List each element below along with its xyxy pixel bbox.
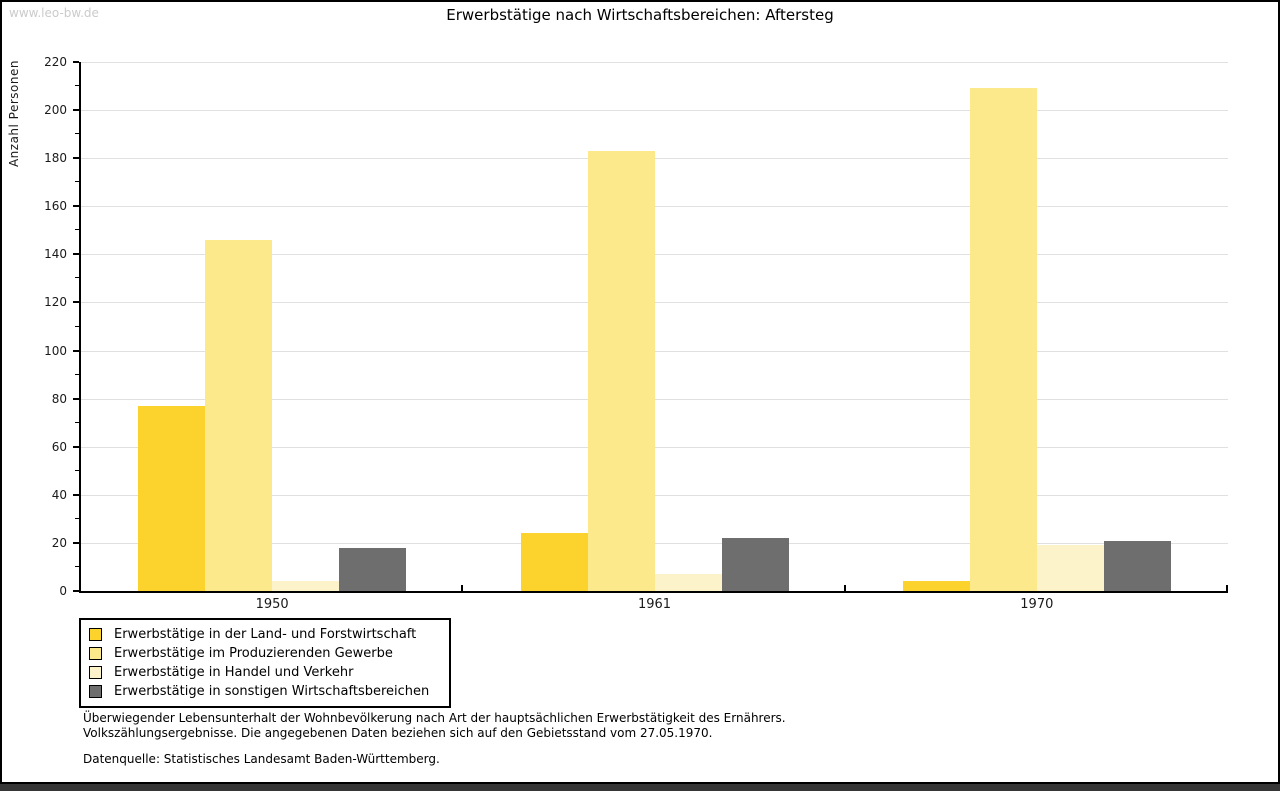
legend-label: Erwerbstätige im Produzierenden Gewerbe bbox=[114, 646, 393, 661]
legend-item: Erwerbstätige in Handel und Verkehr bbox=[89, 663, 441, 682]
bar-1970-s2 bbox=[969, 88, 1037, 591]
y-tick-minor bbox=[75, 325, 79, 327]
y-tick-minor bbox=[75, 85, 79, 87]
y-tick-major bbox=[73, 61, 79, 63]
chart-title: Erwerbstätige nach Wirtschaftsbereichen:… bbox=[446, 6, 834, 24]
y-tick-major bbox=[73, 397, 79, 400]
y-axis-line bbox=[79, 62, 81, 593]
gridline bbox=[81, 398, 1228, 400]
y-tick-major bbox=[73, 301, 79, 304]
bar-1950-s1 bbox=[138, 405, 206, 591]
y-tick-major bbox=[73, 493, 79, 496]
y-tick-minor bbox=[75, 517, 79, 519]
y-tick-minor bbox=[75, 229, 79, 231]
legend-swatch bbox=[89, 685, 102, 698]
y-tick-major bbox=[73, 349, 79, 352]
footnote-line-2: Volkszählungsergebnisse. Die angegebenen… bbox=[83, 726, 713, 740]
y-tick-major bbox=[73, 445, 79, 448]
bar-1970-s4 bbox=[1103, 540, 1171, 591]
x-category-label: 1961 bbox=[637, 597, 672, 612]
y-tick-label: 140 bbox=[44, 247, 67, 262]
y-tick-minor bbox=[75, 277, 79, 279]
y-tick-minor bbox=[75, 373, 79, 375]
x-tick bbox=[1226, 585, 1228, 591]
data-source: Datenquelle: Statistisches Landesamt Bad… bbox=[83, 752, 440, 766]
x-tick bbox=[844, 585, 846, 591]
y-tick-label: 60 bbox=[51, 439, 67, 454]
y-tick-major bbox=[73, 205, 79, 208]
y-tick-label: 40 bbox=[51, 487, 67, 502]
legend-label: Erwerbstätige in sonstigen Wirtschaftsbe… bbox=[114, 684, 430, 699]
y-tick-major bbox=[73, 541, 79, 544]
y-tick-label: 100 bbox=[44, 343, 67, 358]
gridline bbox=[81, 302, 1228, 304]
y-tick-label: 200 bbox=[44, 103, 67, 118]
gridline bbox=[81, 350, 1228, 352]
y-tick-label: 0 bbox=[59, 584, 67, 598]
legend-label: Erwerbstätige in der Land- und Forstwirt… bbox=[114, 627, 417, 642]
bar-1950-s2 bbox=[205, 239, 273, 591]
legend-item: Erwerbstätige in sonstigen Wirtschaftsbe… bbox=[89, 682, 441, 701]
legend: Erwerbstätige in der Land- und Forstwirt… bbox=[79, 618, 451, 708]
x-axis-line bbox=[79, 591, 1228, 593]
gridline bbox=[81, 446, 1228, 448]
y-tick-major bbox=[73, 590, 79, 592]
y-tick-major bbox=[73, 109, 79, 112]
gridline bbox=[81, 62, 1228, 63]
y-tick-minor bbox=[75, 469, 79, 471]
bar-1961-s3 bbox=[654, 574, 722, 591]
plot-area: 0 20 40 60 80 100 120 140 160 180 200 220 1950 1961 19… bbox=[44, 55, 1228, 612]
x-category-label: 1950 bbox=[255, 597, 289, 612]
bar-1961-s2 bbox=[587, 150, 655, 591]
gridline bbox=[81, 110, 1228, 112]
bar-1970-s3 bbox=[1036, 545, 1104, 591]
y-tick-major bbox=[73, 157, 79, 160]
legend-swatch bbox=[89, 647, 102, 660]
footnote: Überwiegender Lebensunterhalt der Wohnbe… bbox=[83, 711, 786, 741]
legend-swatch bbox=[89, 666, 102, 679]
y-tick-minor bbox=[75, 181, 79, 183]
y-tick-minor bbox=[75, 133, 79, 135]
footnote-line-1: Überwiegender Lebensunterhalt der Wohnbe… bbox=[83, 711, 786, 725]
y-tick-minor bbox=[75, 421, 79, 423]
gridline bbox=[81, 206, 1228, 208]
y-axis-title: Anzahl Personen bbox=[7, 60, 21, 168]
legend-item: Erwerbstätige im Produzierenden Gewerbe bbox=[89, 644, 441, 663]
bottom-strip bbox=[0, 784, 1280, 791]
bar-1961-s1 bbox=[520, 533, 588, 591]
y-tick-label: 180 bbox=[44, 151, 67, 166]
bar-1950-s4 bbox=[339, 547, 407, 591]
y-tick-label: 20 bbox=[51, 535, 67, 550]
bar-1961-s4 bbox=[721, 538, 789, 591]
watermark: www.leo-bw.de bbox=[9, 6, 99, 20]
legend-item: Erwerbstätige in der Land- und Forstwirt… bbox=[89, 625, 441, 644]
x-category-label: 1970 bbox=[1020, 597, 1054, 612]
y-tick-label: 160 bbox=[44, 199, 67, 214]
x-tick bbox=[461, 585, 463, 591]
y-tick-minor bbox=[75, 565, 79, 567]
legend-swatch bbox=[89, 628, 102, 641]
gridline bbox=[81, 158, 1228, 160]
bar-1970-s1 bbox=[902, 581, 970, 591]
legend-label: Erwerbstätige in Handel und Verkehr bbox=[114, 665, 354, 680]
y-tick-label: 80 bbox=[51, 391, 67, 406]
y-tick-major bbox=[73, 253, 79, 256]
y-tick-label: 220 bbox=[44, 55, 67, 69]
bar-1950-s3 bbox=[272, 581, 340, 591]
gridline bbox=[81, 542, 1228, 544]
gridline bbox=[81, 494, 1228, 496]
y-tick-label: 120 bbox=[44, 295, 67, 310]
gridline bbox=[81, 254, 1228, 256]
